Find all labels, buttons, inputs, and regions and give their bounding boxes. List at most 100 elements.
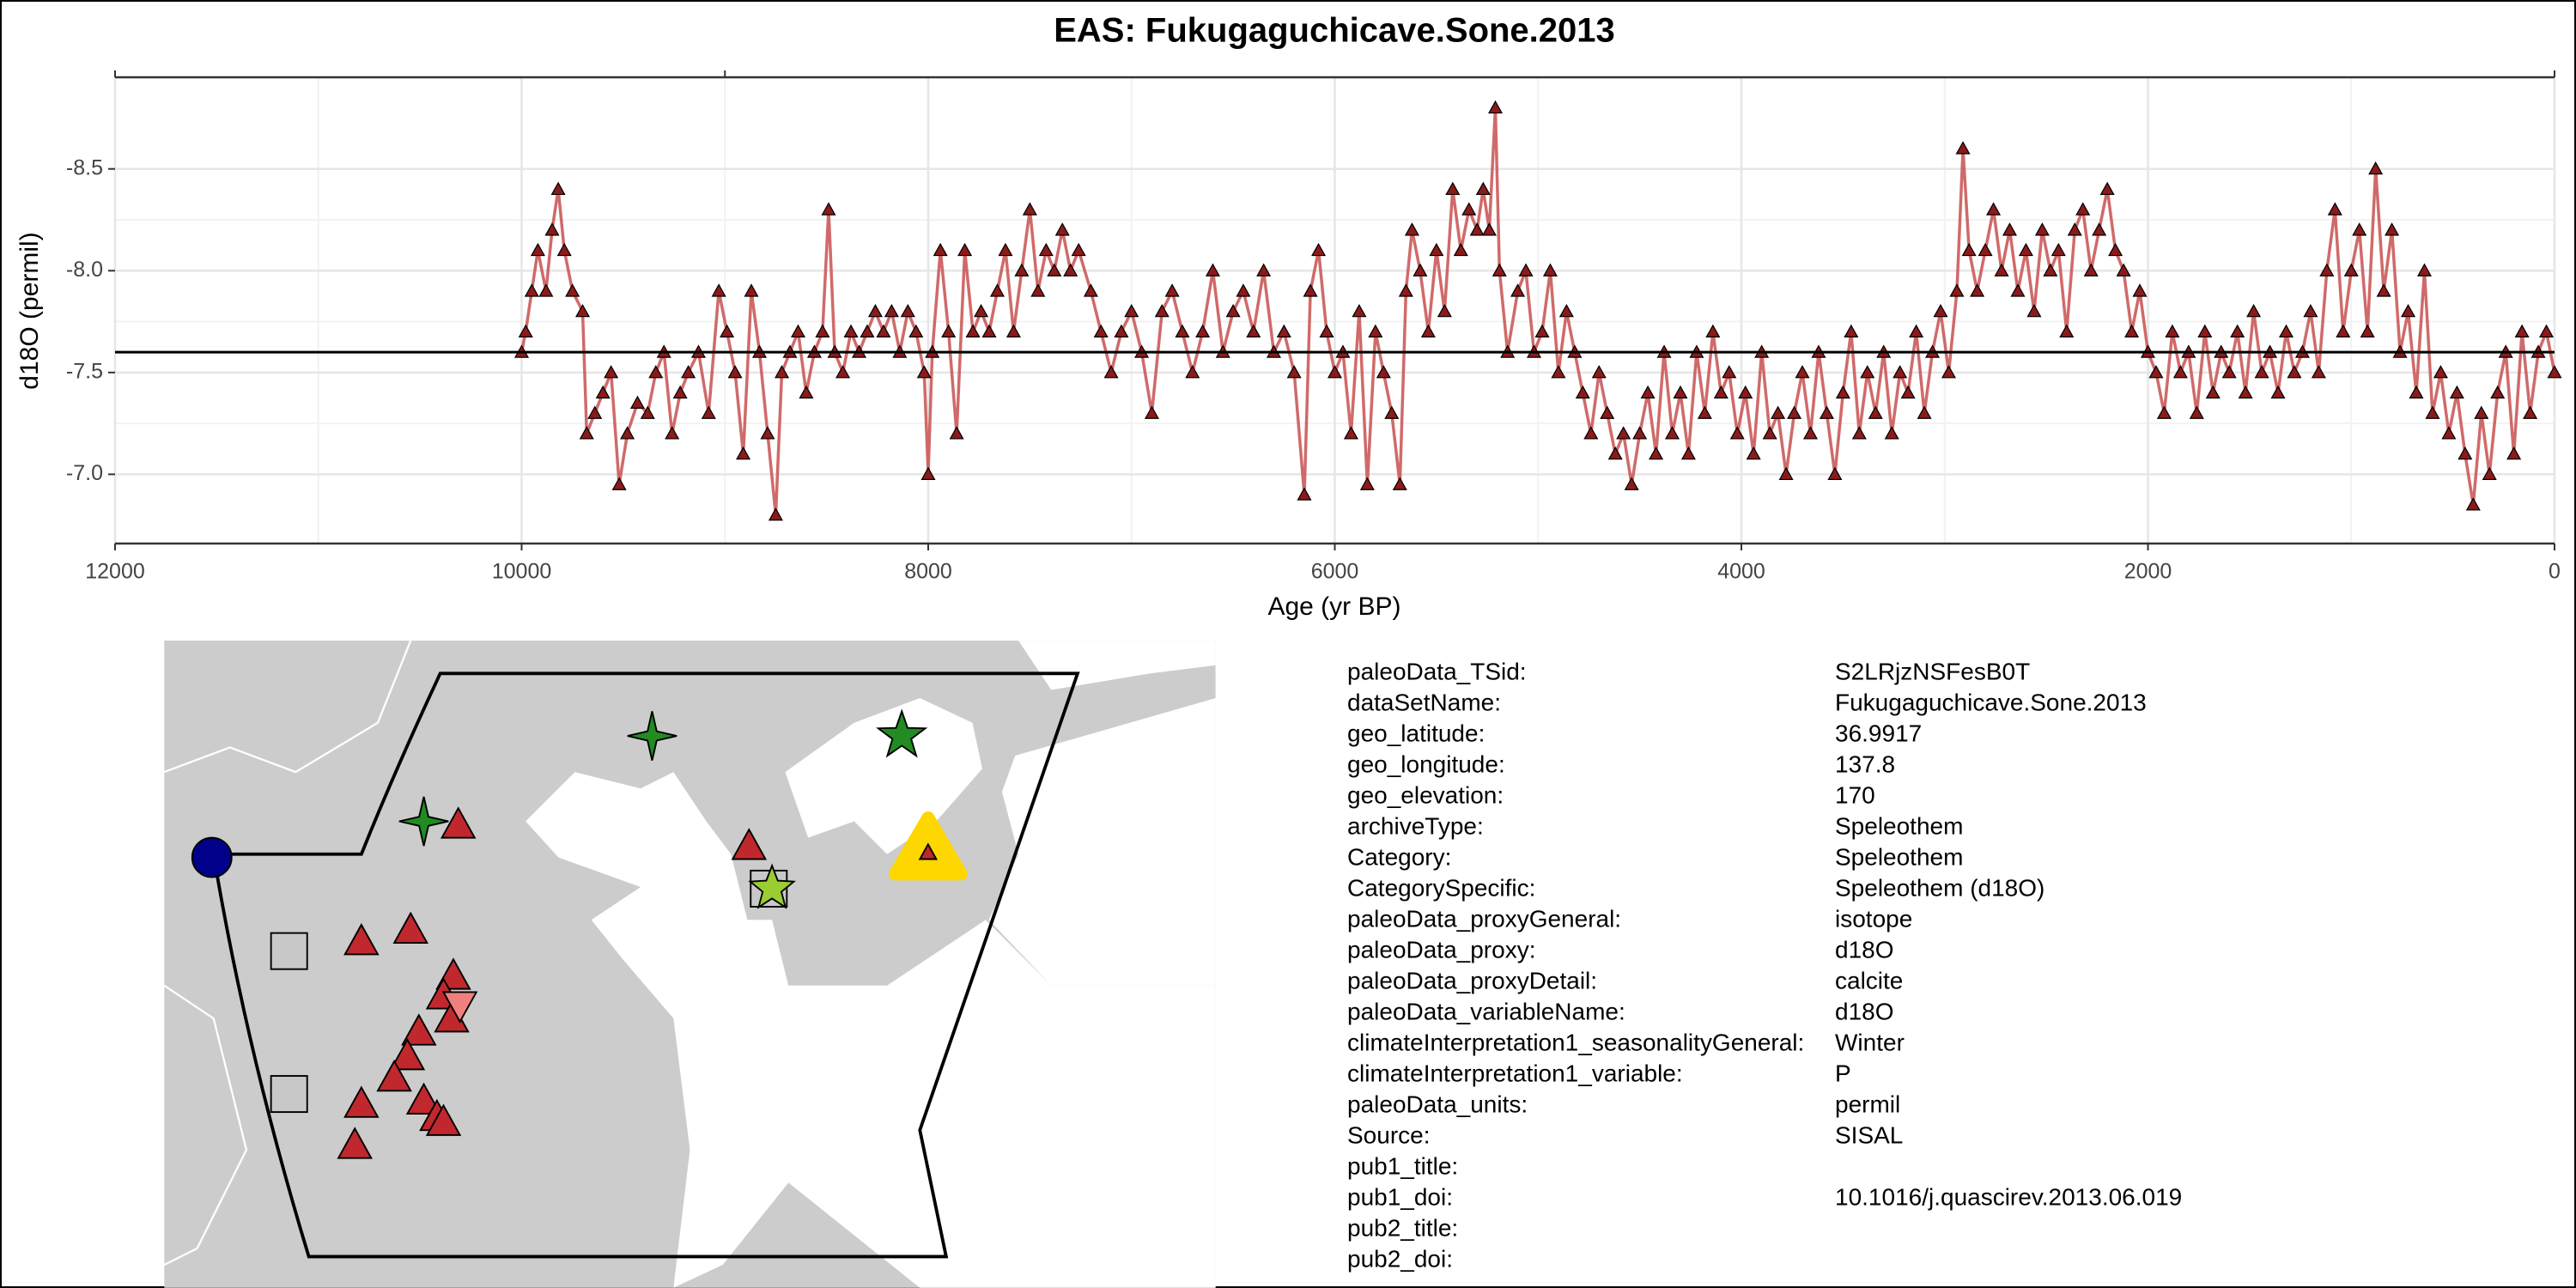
metadata-value: Winter xyxy=(1835,1029,1905,1055)
data-point xyxy=(2116,263,2131,276)
data-point xyxy=(775,365,790,379)
data-point xyxy=(1851,426,1867,440)
data-point xyxy=(1481,222,1497,236)
data-point xyxy=(1649,446,1664,460)
data-point xyxy=(1575,385,1590,399)
data-point xyxy=(1319,324,1334,337)
y-tick-label: -7.5 xyxy=(66,359,103,383)
data-point xyxy=(1941,365,1957,379)
data-point xyxy=(2474,405,2489,419)
data-point xyxy=(949,426,964,440)
metadata-value: permil xyxy=(1835,1091,1900,1117)
data-point xyxy=(2416,263,2432,276)
data-point xyxy=(1124,303,1139,318)
data-point xyxy=(2270,385,2286,399)
data-point xyxy=(957,242,973,257)
metadata-key: dataSetName: xyxy=(1347,689,1501,715)
data-point xyxy=(1327,365,1343,379)
data-point xyxy=(1054,222,1070,236)
data-point xyxy=(1518,263,1534,276)
metadata-key: geo_latitude: xyxy=(1347,720,1485,746)
sea xyxy=(526,772,1216,1288)
data-point xyxy=(1276,324,1291,337)
metadata-table: paleoData_TSid: S2LRjzNSFesB0T dataSetName… xyxy=(1347,658,2182,1272)
site-marker xyxy=(376,1059,412,1092)
metadata-key: paleoData_TSid: xyxy=(1347,658,1527,684)
site-marker xyxy=(392,911,429,945)
metadata-value: isotope xyxy=(1835,905,1912,932)
data-point xyxy=(604,365,619,379)
data-point xyxy=(575,303,591,318)
data-point xyxy=(965,324,981,337)
data-point xyxy=(860,324,875,337)
metadata-value: S2LRjzNSFesB0T xyxy=(1835,658,2030,684)
data-point xyxy=(2156,405,2172,419)
data-point xyxy=(1746,446,1761,460)
data-point xyxy=(876,324,891,337)
data-point xyxy=(1185,365,1200,379)
data-point xyxy=(544,222,560,236)
data-point xyxy=(1933,303,1948,318)
data-point xyxy=(1673,385,1688,399)
data-point xyxy=(867,303,883,318)
metadata-key: pub2_doi: xyxy=(1347,1245,1453,1272)
data-point xyxy=(1384,405,1400,419)
data-point xyxy=(648,365,664,379)
data-point xyxy=(1591,365,1607,379)
metadata-key: Source: xyxy=(1347,1121,1431,1148)
site-marker xyxy=(748,863,797,909)
data-point xyxy=(908,324,924,337)
data-point xyxy=(1093,324,1109,337)
data-point xyxy=(1445,181,1461,196)
data-point xyxy=(2124,324,2140,337)
data-point xyxy=(640,405,655,419)
data-point xyxy=(2441,426,2457,440)
data-point xyxy=(2506,446,2522,460)
data-point xyxy=(2523,405,2538,419)
data-point xyxy=(760,426,775,440)
data-point xyxy=(2547,365,2562,379)
data-point xyxy=(1558,303,1574,318)
site-marker xyxy=(918,842,939,860)
data-point xyxy=(2514,324,2530,337)
data-point xyxy=(2034,222,2050,236)
site-marker xyxy=(401,1013,437,1046)
data-point xyxy=(711,283,726,297)
data-point xyxy=(530,242,545,257)
site-marker xyxy=(627,711,677,761)
data-point xyxy=(1713,385,1728,399)
data-point xyxy=(1492,263,1507,276)
data-point xyxy=(2539,324,2555,337)
y-axis-label: d18O (permil) xyxy=(15,232,44,389)
metadata-key: archiveType: xyxy=(1347,812,1484,839)
data-point xyxy=(1475,181,1491,196)
data-point xyxy=(1795,365,1810,379)
map xyxy=(163,640,1216,1288)
data-point xyxy=(2221,365,2237,379)
data-point xyxy=(1510,283,1526,297)
x-tick-label: 0 xyxy=(2549,560,2561,584)
data-point xyxy=(941,324,957,337)
data-point xyxy=(884,303,899,318)
data-point xyxy=(1022,202,1037,216)
data-point xyxy=(1632,426,1648,440)
data-point xyxy=(2018,242,2033,257)
data-point xyxy=(1236,283,1251,297)
metadata-value: d18O xyxy=(1835,998,1894,1024)
data-point xyxy=(2165,324,2180,337)
data-point xyxy=(629,395,645,409)
data-point xyxy=(2050,242,2066,257)
data-point xyxy=(1705,324,1721,337)
data-point xyxy=(1986,202,2002,216)
data-point xyxy=(1164,283,1180,297)
data-point xyxy=(1860,365,1875,379)
data-point xyxy=(1900,385,1916,399)
data-point xyxy=(524,283,539,297)
data-point xyxy=(2482,466,2497,480)
data-point xyxy=(1542,263,1558,276)
data-point xyxy=(1311,242,1327,257)
data-point xyxy=(1047,263,1062,276)
data-point xyxy=(1461,202,1477,216)
data-point xyxy=(2092,222,2107,236)
data-point xyxy=(2343,263,2359,276)
